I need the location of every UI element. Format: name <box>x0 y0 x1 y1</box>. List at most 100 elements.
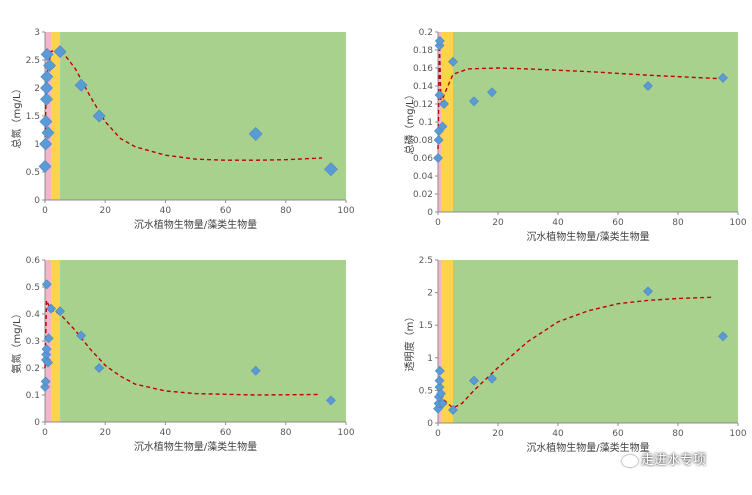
x-tick-label: 60 <box>220 206 232 216</box>
zone-3 <box>453 260 738 423</box>
y-tick-label: 0.16 <box>413 64 433 74</box>
y-axis-label: 氨氮（mg/L） <box>10 308 23 373</box>
data-point <box>74 78 88 92</box>
data-point <box>40 92 53 106</box>
x-axis-label: 沉水植物生物量/藻类生物量 <box>526 441 649 454</box>
y-tick-label: 3 <box>34 28 40 38</box>
data-point <box>434 375 445 386</box>
y-tick-label: 1.5 <box>26 112 40 122</box>
data-point <box>469 96 479 107</box>
y-tick-label: 0.5 <box>26 283 40 293</box>
x-tick-label: 40 <box>552 429 564 439</box>
x-tick-label: 60 <box>612 429 624 439</box>
y-tick-label: 0.1 <box>26 391 40 401</box>
x-tick-label: 80 <box>280 428 292 438</box>
data-point <box>434 90 445 100</box>
y-tick-label: 0.12 <box>413 100 433 110</box>
y-tick-label: 0 <box>34 196 40 206</box>
trend-line <box>44 47 322 161</box>
x-tick-label: 60 <box>612 218 624 228</box>
zone-2 <box>51 32 61 200</box>
x-tick-label: 0 <box>42 428 48 438</box>
data-point <box>439 99 449 109</box>
zone-2 <box>441 260 453 423</box>
x-tick-label: 0 <box>435 218 441 228</box>
data-point <box>718 331 728 342</box>
x-axis-label: 沉水植物生物量/藻类生物量 <box>134 440 257 453</box>
y-tick-label: 1 <box>427 354 433 364</box>
data-point <box>76 330 87 341</box>
x-tick-label: 100 <box>729 218 746 228</box>
y-tick-label: 0.04 <box>413 172 433 182</box>
data-point <box>41 279 52 290</box>
x-tick-label: 40 <box>160 206 172 216</box>
y-tick-label: 0.2 <box>26 364 40 374</box>
x-tick-label: 100 <box>729 429 746 439</box>
trend-line <box>437 296 715 409</box>
zone-3 <box>453 32 738 212</box>
y-tick-label: 0.18 <box>413 46 433 56</box>
data-point <box>487 373 497 384</box>
x-axis-label: 沉水植物生物量/藻类生物量 <box>526 230 649 243</box>
x-tick-label: 20 <box>492 429 504 439</box>
data-point <box>433 153 443 163</box>
data-point <box>53 45 67 59</box>
x-tick-label: 100 <box>337 428 354 438</box>
y-tick-label: 0.3 <box>26 337 40 347</box>
x-tick-label: 20 <box>99 206 111 216</box>
y-tick-label: 0.2 <box>419 28 433 38</box>
watermark-text: 走进水专项 <box>641 453 707 468</box>
data-point <box>250 365 261 376</box>
data-point <box>43 59 56 73</box>
y-tick-label: 0.06 <box>413 154 433 164</box>
y-tick-label: 2.5 <box>419 256 433 266</box>
zone-1 <box>45 32 52 200</box>
zone-1 <box>438 260 442 423</box>
y-tick-label: 0.5 <box>419 386 433 396</box>
data-point <box>46 303 56 314</box>
trend-line <box>437 45 724 150</box>
data-point <box>248 126 263 141</box>
data-point <box>40 47 54 61</box>
data-point <box>434 365 445 376</box>
y-tick-label: 0.6 <box>26 256 41 266</box>
data-point <box>40 70 54 84</box>
x-tick-label: 80 <box>280 206 292 216</box>
x-tick-label: 20 <box>99 428 111 438</box>
data-point <box>40 81 53 95</box>
y-tick-label: 0.5 <box>26 168 40 178</box>
y-axis-label: 总氮（mg/L） <box>10 83 23 148</box>
x-tick-label: 60 <box>220 428 232 438</box>
y-tick-label: 0.08 <box>413 136 433 146</box>
x-tick-label: 80 <box>672 218 684 228</box>
data-point <box>448 56 458 67</box>
y-tick-label: 2 <box>34 84 40 94</box>
watermark: 走进水专项 <box>622 449 706 468</box>
data-point <box>643 286 653 297</box>
y-tick-label: 0.4 <box>26 310 41 320</box>
data-point <box>39 115 53 129</box>
y-tick-label: 0.14 <box>413 82 433 92</box>
x-tick-label: 20 <box>492 218 504 228</box>
zone-2 <box>441 32 453 212</box>
x-tick-label: 100 <box>337 206 354 216</box>
x-tick-label: 0 <box>42 206 48 216</box>
data-point <box>448 405 458 415</box>
y-tick-label: 2 <box>427 289 433 299</box>
zone-3 <box>60 260 347 422</box>
y-tick-label: 0.1 <box>419 118 433 128</box>
y-tick-label: 0 <box>427 419 433 429</box>
data-point <box>41 126 55 140</box>
chart-3: 0 0.1 0.2 0.3 0.4 0.5 0.6 0 20 40 60 80 100 沉水植物生物量/藻… <box>10 256 355 453</box>
wechat-icon <box>622 454 638 467</box>
x-tick-label: 40 <box>160 428 172 438</box>
zone-1 <box>438 32 441 212</box>
chart-2: 0 0.02 0.04 0.06 0.08 0.1 0.12 0.14 0.16 0.18 0.2 0… <box>403 28 747 243</box>
data-point <box>437 121 448 132</box>
data-point <box>41 349 52 360</box>
y-tick-label: 1.5 <box>419 321 433 331</box>
data-point <box>643 81 653 91</box>
data-point <box>43 333 54 344</box>
data-point <box>55 306 65 317</box>
